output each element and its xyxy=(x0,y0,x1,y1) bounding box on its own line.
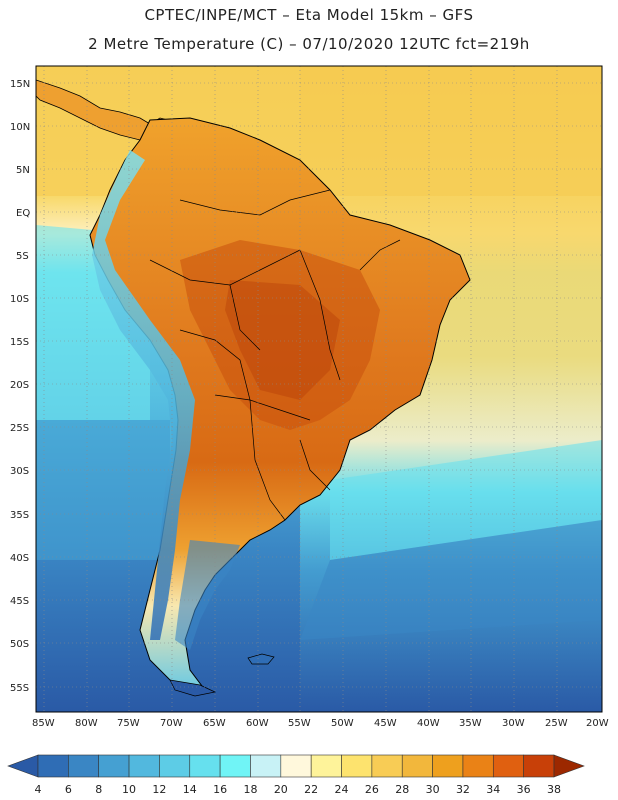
lat-label: 35S xyxy=(10,510,29,521)
lat-label: EQ xyxy=(16,208,30,219)
lon-label: 45W xyxy=(374,718,397,729)
lat-label: 40S xyxy=(10,553,29,564)
colorbar-label: 4 xyxy=(35,783,42,796)
colorbar-label: 8 xyxy=(95,783,102,796)
country-borders xyxy=(149,189,401,521)
colorbar-swatch xyxy=(98,754,130,778)
hot-core-region xyxy=(180,240,380,430)
colorbar-label: 34 xyxy=(486,783,500,796)
colorbar-swatch xyxy=(280,754,312,778)
lon-label: 60W xyxy=(246,718,269,729)
colorbar-swatch xyxy=(401,754,433,778)
colorbar: 4 6 8 10 12 14 16 18 20 22 24 26 28 30 32 34 36 38 xyxy=(7,754,585,796)
lat-label: 55S xyxy=(10,683,29,694)
colorbar-label: 32 xyxy=(456,783,470,796)
lon-label: 85W xyxy=(32,718,55,729)
lat-label: 10S xyxy=(10,294,29,305)
lon-label: 40W xyxy=(417,718,440,729)
colorbar-swatch xyxy=(189,754,221,778)
lon-label: 65W xyxy=(203,718,226,729)
lat-label: 5N xyxy=(16,165,30,176)
colorbar-swatch xyxy=(371,754,403,778)
map-frame xyxy=(35,65,603,713)
map-title: CPTEC/INPE/MCT – Eta Model 15km – GFS xyxy=(144,6,474,24)
hottest-region xyxy=(225,280,340,400)
colorbar-label: 36 xyxy=(517,783,531,796)
colorbar-swatch xyxy=(462,754,494,778)
colorbar-swatch xyxy=(310,754,342,778)
colorbar-swatch xyxy=(492,754,524,778)
colorbar-swatch xyxy=(432,754,464,778)
colorbar-swatch xyxy=(523,754,555,778)
tierra-del-fuego xyxy=(169,679,217,697)
lat-label: 15N xyxy=(10,79,30,90)
latitude-labels: 15N 10N 5N EQ 5S 10S 15S 20S 25S 30S 35S… xyxy=(10,79,30,694)
colorbar-swatch xyxy=(159,754,191,778)
lat-label: 10N xyxy=(10,122,30,133)
lat-label: 30S xyxy=(10,466,29,477)
colorbar-swatch xyxy=(219,754,251,778)
lat-label: 20S xyxy=(10,380,29,391)
lon-label: 25W xyxy=(545,718,568,729)
colorbar-label: 28 xyxy=(395,783,409,796)
colorbar-label: 18 xyxy=(243,783,257,796)
falkland-islands xyxy=(247,653,275,665)
lon-label: 50W xyxy=(331,718,354,729)
lon-label: 70W xyxy=(160,718,183,729)
colorbar-label: 38 xyxy=(547,783,561,796)
lon-label: 55W xyxy=(288,718,311,729)
colorbar-arrow-high xyxy=(553,754,585,778)
lon-label: 20W xyxy=(586,718,609,729)
lat-label: 5S xyxy=(16,251,29,262)
colorbar-label: 12 xyxy=(152,783,166,796)
colorbar-swatch xyxy=(68,754,100,778)
colorbar-label: 10 xyxy=(122,783,136,796)
colorbar-label: 26 xyxy=(365,783,379,796)
colorbar-swatch xyxy=(128,754,160,778)
lon-label: 35W xyxy=(459,718,482,729)
patagonia-cool-region xyxy=(175,540,240,650)
longitude-labels: 85W 80W 75W 70W 65W 60W 55W 50W 45W 40W … xyxy=(32,718,609,729)
lat-label: 50S xyxy=(10,639,29,650)
lat-label: 25S xyxy=(10,423,29,434)
colorbar-label: 6 xyxy=(65,783,72,796)
colorbar-label: 22 xyxy=(304,783,318,796)
lon-label: 30W xyxy=(502,718,525,729)
colorbar-label: 14 xyxy=(183,783,197,796)
lat-label: 15S xyxy=(10,337,29,348)
colorbar-label: 20 xyxy=(274,783,288,796)
lon-label: 80W xyxy=(75,718,98,729)
lat-label: 45S xyxy=(10,596,29,607)
colorbar-swatch xyxy=(37,754,69,778)
andes-cold-region xyxy=(92,150,195,640)
colorbar-label: 30 xyxy=(426,783,440,796)
colorbar-arrow-low xyxy=(7,754,39,778)
colorbar-label: 24 xyxy=(335,783,349,796)
colorbar-swatch xyxy=(250,754,282,778)
lon-label: 75W xyxy=(117,718,140,729)
colorbar-swatch xyxy=(341,754,373,778)
colorbar-label: 16 xyxy=(213,783,227,796)
map-subtitle: 2 Metre Temperature (C) – 07/10/2020 12U… xyxy=(88,35,530,53)
